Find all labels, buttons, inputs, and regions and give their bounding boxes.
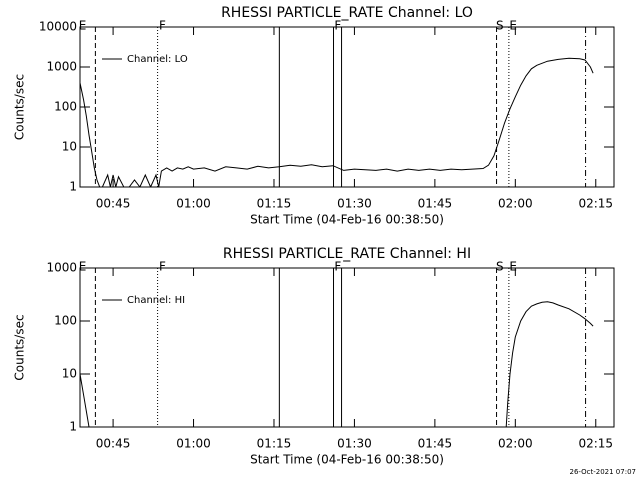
event-label: S (496, 19, 504, 33)
event-label: F (334, 260, 341, 274)
x-tick-label: 01:15 (257, 437, 292, 451)
x-tick-label: 02:15 (578, 437, 613, 451)
event-label: E (509, 260, 517, 274)
plot-frame (79, 267, 615, 428)
x-tick-label: 01:15 (257, 197, 292, 211)
event-label: E (509, 19, 517, 33)
y-tick-label: 10 (62, 140, 77, 154)
chart-title: RHESSI PARTICLE_RATE Channel: HI (223, 246, 471, 262)
x-tick-label: 01:00 (176, 197, 211, 211)
y-tick-label: 100 (54, 314, 77, 328)
x-tick-label: 01:45 (418, 197, 453, 211)
x-tick-label: 02:15 (578, 197, 613, 211)
y-axis-label: Counts/sec (13, 314, 27, 380)
event-label: E (79, 19, 87, 33)
x-tick-label: 00:45 (96, 197, 131, 211)
y-tick-label: 1000 (46, 261, 77, 275)
y-axis-label: Counts/sec (13, 74, 27, 140)
x-tick-label: 01:30 (337, 197, 372, 211)
data-line (80, 57, 594, 187)
x-tick-label: 00:45 (96, 437, 131, 451)
y-tick-label: 100 (54, 100, 77, 114)
x-axis-label: Start Time (04-Feb-16 00:38:50) (250, 453, 444, 467)
y-tick-label: 1 (69, 420, 77, 434)
x-tick-label: 02:00 (498, 197, 533, 211)
x-tick-label: 02:00 (498, 437, 533, 451)
x-tick-label: 01:30 (337, 437, 372, 451)
legend-label: Channel: HI (127, 295, 185, 306)
x-tick-label: 01:00 (176, 437, 211, 451)
event-label: E (79, 260, 87, 274)
data-line (80, 301, 594, 427)
y-tick-label: 1 (69, 180, 77, 194)
chart-title: RHESSI PARTICLE_RATE Channel: LO (221, 5, 473, 21)
event-label: S (496, 260, 504, 274)
y-tick-label: 1000 (46, 60, 77, 74)
legend-label: Channel: LO (127, 54, 188, 65)
plot-frame (79, 26, 615, 188)
event-label: F (334, 19, 341, 33)
event-label: F (159, 260, 166, 274)
footer: 26-Oct-2021 07:07 (570, 468, 636, 476)
y-tick-label: 10 (62, 367, 77, 381)
y-tick-label: 10000 (39, 20, 77, 34)
x-axis-label: Start Time (04-Feb-16 00:38:50) (250, 213, 444, 227)
event-label: F (159, 19, 166, 33)
x-tick-label: 01:45 (418, 437, 453, 451)
